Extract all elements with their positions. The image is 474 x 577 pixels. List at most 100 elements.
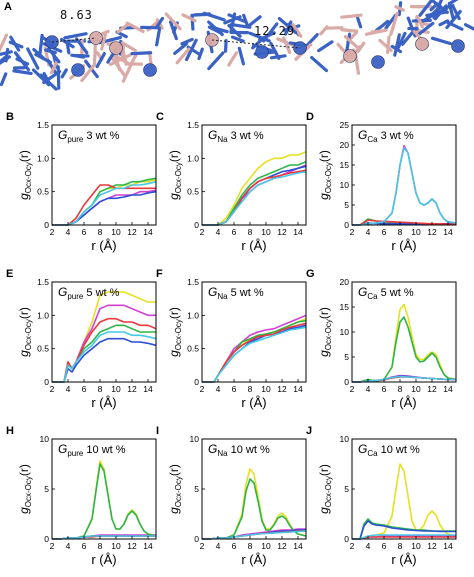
chain-bond [356,41,366,53]
x-tick-label: 12 [277,384,287,394]
chain-bond [0,55,11,66]
y-axis-label: gOcx-Ocy(r) [17,307,33,357]
y-tick-label: 1.0 [37,153,49,163]
panel-title: GNa 10 wt % [208,442,270,458]
x-tick-label: 2 [50,227,55,237]
x-tick-label: 14 [293,227,303,237]
x-tick-label: 12 [427,541,437,551]
chain-bond [197,47,204,61]
x-tick-label: 12 [277,227,287,237]
panel-letter-a: A [4,1,12,13]
chain-bond [340,28,359,33]
chain-bond [80,63,97,83]
distance-label-2: 12.29 [254,24,296,38]
chain-bond [181,13,197,23]
chain-bond [416,16,424,29]
chain-bond [164,12,182,31]
series-line-1 [202,468,307,540]
x-axis-label: r (Å) [391,238,416,253]
y-tick-label: 0.5 [187,344,199,354]
plot-frame [201,124,307,226]
x-tick-label: 14 [143,384,153,394]
y-tick-label: 5 [194,484,199,494]
ion-sphere [71,63,85,77]
chart-panel-g: G 2 4 6 8 10 12 14 0 5 10 15 20 r (Å) gOcx-Ocy(r) GCa 5… [306,268,457,410]
series-line-4 [52,337,157,383]
chain-bond [227,13,247,24]
chain-bond [0,33,8,53]
chain-bond [75,37,89,55]
panel-title: Gpure 5 wt % [58,285,120,301]
x-axis-label: r (Å) [241,395,266,410]
panel-title: GNa 5 wt % [208,285,264,301]
series-line-3 [352,316,457,383]
x-tick-label: 12 [277,541,287,551]
panel-letter: H [6,425,14,437]
chain-bond [155,16,165,29]
chain-bond [340,13,363,19]
x-tick-label: 4 [366,227,371,237]
plot-frame [51,124,157,226]
x-tick-label: 2 [50,384,55,394]
chart-panel-b: B 2 4 6 8 10 12 14 0 0.5 1.0 1.5 r (Å) gOcx-Ocy(r) Gpu… [6,111,157,253]
x-tick-label: 8 [248,541,253,551]
chain-bond [418,0,433,17]
chain-bond [121,60,134,83]
x-tick-label: 4 [366,384,371,394]
chain-bond [130,51,153,56]
y-tick-label: 15 [340,160,350,170]
y-tick-label: 0.5 [37,187,49,197]
chain-bond [451,5,461,21]
chain-bond [173,42,188,55]
ion-sphere [415,37,429,51]
chain-bond [92,42,97,67]
x-axis-label: r (Å) [241,238,266,253]
x-tick-label: 2 [350,227,355,237]
x-tick-label: 6 [82,541,87,551]
y-tick-label: 0 [194,220,199,230]
y-tick-label: 1.0 [37,310,49,320]
x-tick-label: 6 [232,384,237,394]
x-axis-label: r (Å) [241,552,266,567]
chain-bond [396,31,407,50]
y-tick-label: 0 [344,220,349,230]
chain-bond [207,25,223,35]
y-axis-label: gOcx-Ocy(r) [167,150,183,200]
x-tick-label: 6 [82,384,87,394]
chain-bond [277,16,298,35]
x-tick-label: 10 [411,541,421,551]
chain-bond [389,11,399,36]
series-line-1 [202,150,307,226]
x-tick-label: 12 [127,541,137,551]
chain-bond [386,35,391,54]
y-tick-label: 10 [340,327,350,337]
x-tick-label: 8 [98,227,103,237]
x-tick-label: 4 [216,227,221,237]
plot-frame [351,124,457,226]
panel-title: Gpure 10 wt % [58,442,126,458]
x-tick-label: 10 [111,541,121,551]
chain-bond [26,47,40,70]
y-tick-label: 0 [344,377,349,387]
x-tick-label: 2 [200,384,205,394]
plot-frame [201,281,307,383]
panel-title: GCa 5 wt % [358,285,414,301]
x-tick-label: 8 [398,227,403,237]
ion-sphere [343,49,357,63]
y-axis-label: gOcx-Ocy(r) [317,150,333,200]
series-line-4 [52,190,157,226]
chart-panel-f: F 2 4 6 8 10 12 14 0 0.5 1.0 1.5 r (Å) gOcx-Ocy(r) GNa… [156,268,307,410]
chain-bond [438,19,450,27]
x-tick-label: 12 [427,227,437,237]
chain-bond [116,22,129,34]
x-tick-label: 8 [398,384,403,394]
chain-bond [34,52,52,64]
distance-line-1 [51,37,97,43]
x-tick-label: 8 [98,541,103,551]
chain-bond [317,40,334,53]
y-axis-label: gOcx-Ocy(r) [317,464,333,514]
series-line-6 [202,326,307,383]
y-tick-label: 15 [340,302,350,312]
y-tick-label: 1.0 [187,153,199,163]
